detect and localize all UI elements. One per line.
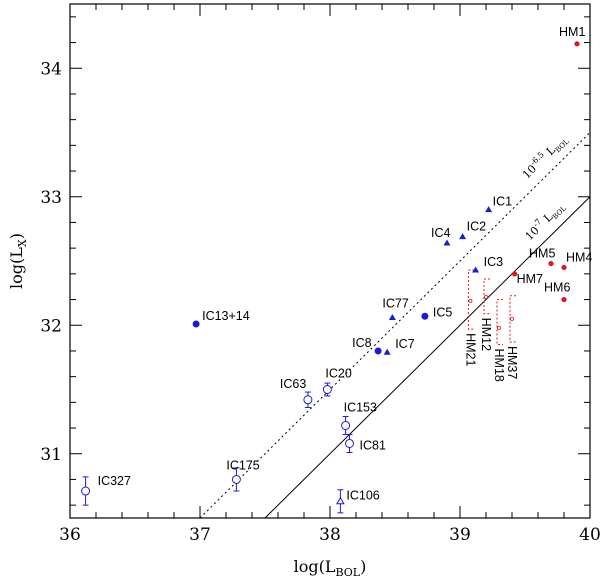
point-label-ic8: IC8 bbox=[352, 336, 372, 350]
point-label-hm21: HM21 bbox=[463, 333, 477, 366]
point-hm18 bbox=[496, 325, 501, 330]
y-tick-label: 31 bbox=[40, 445, 62, 465]
point-label-ic81: IC81 bbox=[360, 438, 386, 452]
point-label-hm6: HM6 bbox=[544, 281, 570, 295]
y-tick-label: 34 bbox=[40, 59, 62, 79]
ref-line-label-exp: -6.5 bbox=[529, 150, 546, 167]
point-label-hm7: HM7 bbox=[517, 272, 543, 286]
point-ic20 bbox=[322, 385, 332, 394]
ref-line-1e-6.5 bbox=[199, 132, 591, 519]
ref-line-1e-7 bbox=[264, 196, 591, 519]
point-ic5 bbox=[421, 312, 429, 320]
point-ic153 bbox=[341, 420, 351, 430]
ref-line-label-exp: -7 bbox=[531, 217, 543, 229]
axis-ticks-layer: 36 37 38 39 40 31 32 33 34 bbox=[40, 4, 600, 545]
ref-line-label-sub: BOL bbox=[551, 204, 568, 221]
point-ic8 bbox=[374, 347, 382, 355]
point-ic106 bbox=[336, 496, 345, 505]
point-label-ic3: IC3 bbox=[484, 255, 504, 269]
x-axis-label: log(LBOL) bbox=[294, 557, 367, 579]
x-tick-label: 36 bbox=[59, 525, 81, 545]
range-bracket-hm21 bbox=[467, 269, 475, 330]
point-ic1 bbox=[485, 206, 493, 213]
data-marks-layer: IC1 IC4 IC2 IC3 IC77 IC5 IC8 IC7 IC13+14 IC20 IC63… bbox=[81, 25, 592, 514]
point-hm6 bbox=[561, 296, 567, 303]
point-ic327 bbox=[81, 486, 91, 496]
point-label-ic5: IC5 bbox=[433, 305, 453, 319]
point-label-ic63: IC63 bbox=[280, 377, 306, 391]
point-label-hm1: HM1 bbox=[559, 25, 585, 39]
point-hm7 bbox=[511, 271, 518, 277]
point-label-hm18: HM18 bbox=[492, 349, 506, 382]
point-ic13-14 bbox=[192, 320, 200, 328]
x-tick-label: 39 bbox=[449, 525, 471, 545]
point-hm1 bbox=[574, 41, 580, 47]
point-label-ic1: IC1 bbox=[493, 195, 512, 209]
y-axis-label: log(LX) bbox=[7, 233, 29, 289]
point-label-hm5: HM5 bbox=[529, 247, 555, 261]
point-ic7 bbox=[383, 348, 391, 355]
ref-line-label-sub: BOL bbox=[554, 137, 571, 154]
point-label-ic77: IC77 bbox=[382, 297, 408, 311]
x-tick-label: 40 bbox=[579, 525, 600, 545]
point-label-ic4: IC4 bbox=[431, 226, 451, 240]
point-label-ic106: IC106 bbox=[346, 488, 379, 502]
point-ic4 bbox=[443, 239, 451, 246]
point-ic81 bbox=[345, 438, 354, 448]
point-hm5 bbox=[548, 260, 554, 267]
point-label-ic175: IC175 bbox=[226, 458, 259, 472]
point-label-ic327: IC327 bbox=[98, 474, 131, 488]
plot-frame bbox=[69, 3, 591, 519]
ref-line-label-1e-6.5: 10-6.5LBOL bbox=[519, 131, 571, 183]
point-label-hm12: HM12 bbox=[479, 318, 493, 351]
x-tick-label: 37 bbox=[189, 525, 211, 545]
y-tick-label: 33 bbox=[40, 188, 62, 208]
point-label-ic20: IC20 bbox=[325, 367, 351, 381]
point-ic3 bbox=[472, 266, 480, 273]
x-tick-label: 38 bbox=[319, 525, 341, 545]
point-label-hm4: HM4 bbox=[566, 250, 592, 264]
point-label-ic2: IC2 bbox=[467, 220, 487, 234]
point-ic63 bbox=[303, 395, 313, 405]
point-ic175 bbox=[231, 474, 241, 484]
point-hm37 bbox=[509, 316, 514, 321]
point-hm21 bbox=[468, 298, 473, 303]
point-ic2 bbox=[459, 233, 467, 240]
range-bracket-hm18 bbox=[496, 299, 503, 346]
ref-line-label-1e-7: 10-7LBOL bbox=[521, 198, 568, 245]
point-label-hm37: HM37 bbox=[505, 346, 519, 379]
point-ic77 bbox=[388, 314, 396, 321]
point-label-ic13-14: IC13+14 bbox=[202, 309, 250, 323]
y-tick-label: 32 bbox=[40, 316, 62, 336]
point-hm4 bbox=[561, 264, 567, 271]
point-label-ic7: IC7 bbox=[395, 337, 415, 351]
point-label-ic153: IC153 bbox=[344, 400, 377, 414]
point-hm12 bbox=[483, 294, 488, 299]
